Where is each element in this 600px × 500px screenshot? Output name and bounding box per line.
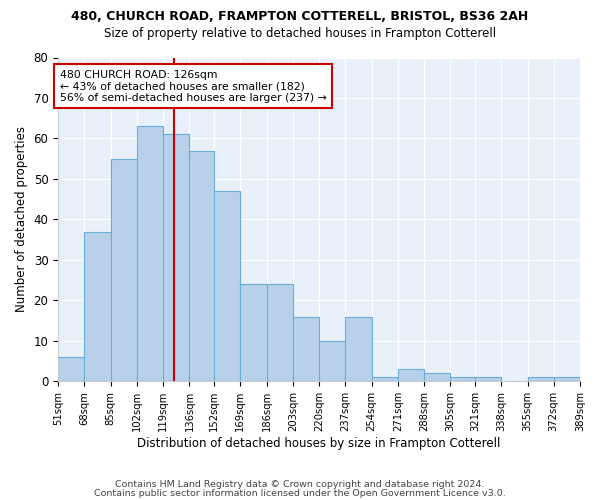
Bar <box>346 316 371 382</box>
Bar <box>475 378 501 382</box>
Bar <box>424 374 451 382</box>
Bar <box>137 126 163 382</box>
Y-axis label: Number of detached properties: Number of detached properties <box>15 126 28 312</box>
Bar <box>451 378 475 382</box>
Bar <box>190 150 214 382</box>
Text: 480 CHURCH ROAD: 126sqm
← 43% of detached houses are smaller (182)
56% of semi-d: 480 CHURCH ROAD: 126sqm ← 43% of detache… <box>59 70 326 103</box>
Bar <box>241 284 266 382</box>
Text: Contains public sector information licensed under the Open Government Licence v3: Contains public sector information licen… <box>94 490 506 498</box>
Bar <box>398 369 424 382</box>
Bar <box>554 378 580 382</box>
X-axis label: Distribution of detached houses by size in Frampton Cotterell: Distribution of detached houses by size … <box>137 437 501 450</box>
Bar <box>293 316 319 382</box>
Bar <box>319 341 346 382</box>
Bar <box>85 232 110 382</box>
Bar <box>266 284 293 382</box>
Bar <box>110 158 137 382</box>
Text: 480, CHURCH ROAD, FRAMPTON COTTERELL, BRISTOL, BS36 2AH: 480, CHURCH ROAD, FRAMPTON COTTERELL, BR… <box>71 10 529 23</box>
Text: Size of property relative to detached houses in Frampton Cotterell: Size of property relative to detached ho… <box>104 28 496 40</box>
Bar <box>214 191 241 382</box>
Bar <box>371 378 398 382</box>
Bar <box>527 378 554 382</box>
Text: Contains HM Land Registry data © Crown copyright and database right 2024.: Contains HM Land Registry data © Crown c… <box>115 480 485 489</box>
Bar <box>58 357 85 382</box>
Bar <box>163 134 190 382</box>
